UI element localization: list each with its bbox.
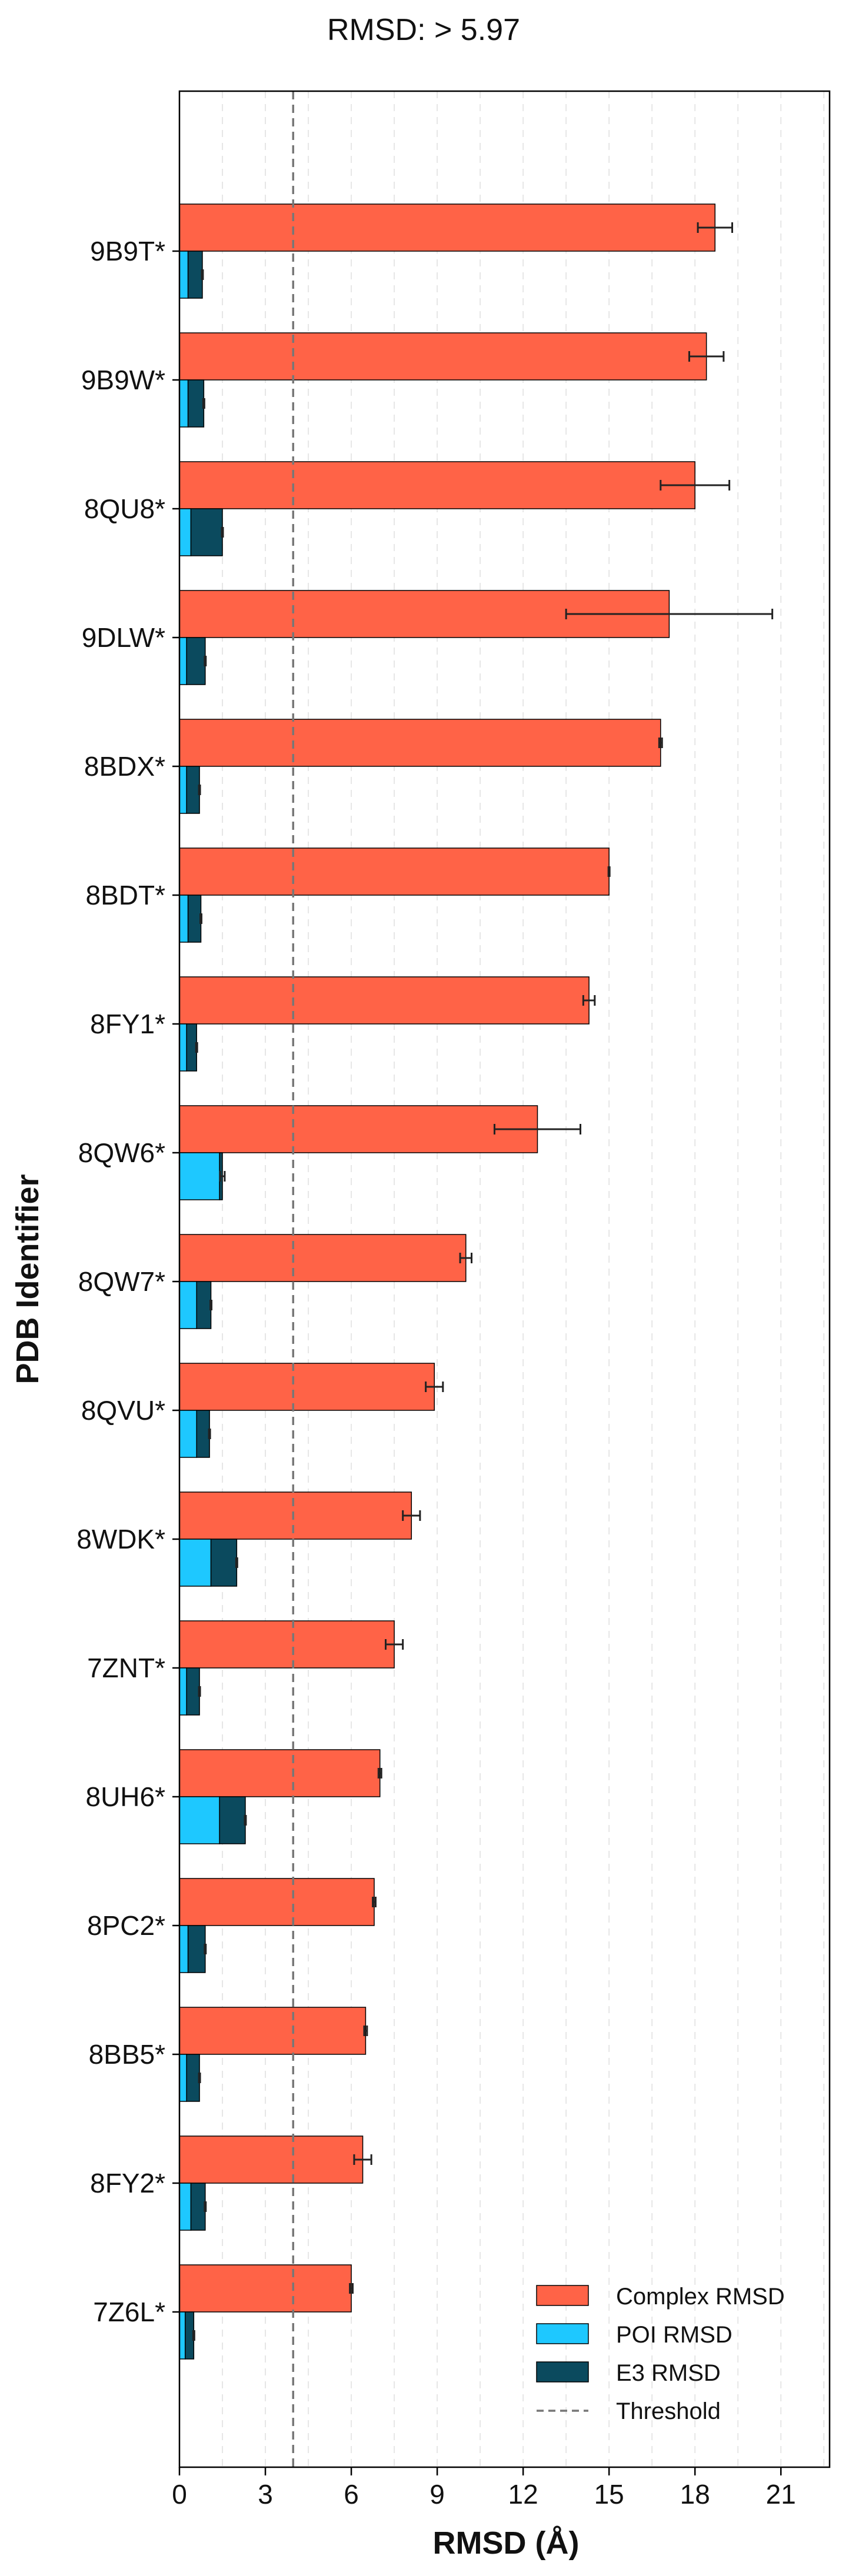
e3-rmsd-bar [210,1539,238,1587]
e3-rmsd-bar [186,2054,200,2102]
complex-rmsd-bar [179,2135,364,2184]
x-tick-label: 3 [258,2479,273,2510]
chart-title: RMSD: > 5.97 [327,13,520,47]
complex-rmsd-bar [179,976,590,1025]
complex-rmsd-bar [179,461,695,509]
y-axis-label: PDB Identifier [10,1174,45,1384]
legend-item-e3-label: E3 RMSD [616,2360,721,2386]
legend-item-complex-label: Complex RMSD [616,2284,785,2310]
poi-rmsd-bar [179,2311,186,2360]
legend: Complex RMSD POI RMSD E3 RMSD Threshold [536,2284,785,2424]
poi-rmsd-bar [179,1152,220,1200]
e3-rmsd-bar [187,379,205,428]
x-tick-label: 18 [680,2479,710,2510]
e3-rmsd-bar [187,1925,206,1973]
poi-rmsd-bar [179,1667,187,1716]
poi-rmsd-bar [179,766,187,814]
e3-rmsd-bar [186,1023,197,1072]
y-tick-label: 8WDK* [76,1524,165,1554]
e3-rmsd-bar [219,1796,246,1844]
y-tick-label: 8QVU* [81,1395,165,1426]
complex-rmsd-bar [179,1878,375,1926]
poi-rmsd-bar [179,895,189,943]
y-tick-label: 8BDT* [86,880,166,910]
e3-rmsd-bar [186,637,206,685]
poi-rmsd-bar [179,1925,189,1973]
complex-rmsd-bar [179,1363,435,1411]
complex-rmsd-bar [179,332,707,381]
y-tick-label: 8FY2* [90,2168,165,2198]
legend-item-complex-swatch [536,2285,589,2306]
y-tick-label: 8QW6* [78,1137,165,1168]
legend-item-e3-swatch [536,2361,589,2383]
y-tick-label: 8UH6* [85,1781,165,1812]
x-tick-label: 0 [172,2479,187,2510]
plot-frame [178,90,831,2468]
y-tick-label: 7Z6L* [93,2297,165,2327]
complex-rmsd-bar [179,203,716,252]
y-tick-label: 8FY1* [90,1009,165,1039]
errorbar-layer [192,222,774,2341]
legend-item-threshold-label: Threshold [616,2398,721,2424]
e3-rmsd-bar [196,1410,210,1458]
poi-rmsd-bar [179,1023,187,1072]
x-tick-label: 6 [344,2479,359,2510]
poi-rmsd-bar [179,1281,197,1329]
complex-rmsd-bar [179,1491,412,1540]
poi-rmsd-bar [179,1410,197,1458]
y-tick-label: 9DLW* [82,622,165,653]
x-axis-label: RMSD (Å) [433,2525,580,2561]
complex-rmsd-bar [179,1749,381,1797]
legend-item-poi-label: POI RMSD [616,2322,733,2348]
x-tick-label: 21 [766,2479,796,2510]
complex-rmsd-bar [179,847,610,896]
poi-rmsd-bar [179,2183,192,2231]
y-tick-label: 9B9T* [90,236,165,266]
poi-rmsd-bar [179,508,192,556]
poi-rmsd-bar [179,637,187,685]
y-tick-label: 8QU8* [84,493,165,524]
poi-rmsd-bar [179,1796,220,1844]
e3-rmsd-bar [187,895,202,943]
x-tick-label: 9 [430,2479,445,2510]
e3-rmsd-bar [186,766,200,814]
complex-rmsd-bar [179,1234,467,1282]
e3-rmsd-bar [190,508,223,556]
y-axis-ticks: 9B9T* 9B9W* 8QU8* 9DLW* 8BDX* 8BDT* 8FY1* 8QW6*… [76,236,179,2327]
x-tick-label: 15 [594,2479,624,2510]
e3-rmsd-bar [190,2183,206,2231]
x-axis-ticks: 0 3 6 9 12 15 18 21 [172,2467,796,2510]
poi-rmsd-bar [179,1539,212,1587]
complex-rmsd-bar [179,2264,352,2313]
grid-layer [222,91,825,2467]
complex-rmsd-bar [179,719,661,767]
y-tick-label: 8BB5* [89,2039,166,2070]
e3-rmsd-bar [186,1667,200,1716]
complex-rmsd-bar [179,1620,395,1669]
y-tick-label: 8PC2* [87,1910,165,1941]
y-tick-label: 9B9W* [81,365,165,395]
e3-rmsd-bar [196,1281,212,1329]
y-tick-label: 7ZNT* [87,1653,165,1683]
poi-rmsd-bar [179,251,189,299]
legend-item-poi-swatch [536,2323,589,2344]
e3-rmsd-bar [187,251,203,299]
complex-rmsd-bar [179,2007,367,2055]
y-tick-label: 8BDX* [84,751,165,782]
poi-rmsd-bar [179,2054,187,2102]
x-tick-label: 12 [508,2479,538,2510]
poi-rmsd-bar [179,379,189,428]
complex-rmsd-bar [179,1105,538,1153]
y-tick-label: 8QW7* [78,1266,165,1297]
